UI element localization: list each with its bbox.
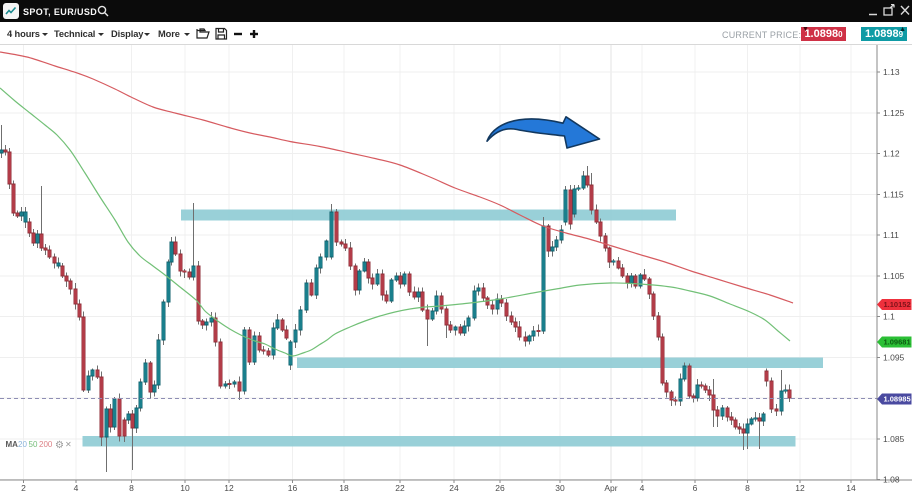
svg-text:26: 26 (495, 483, 505, 493)
svg-text:12: 12 (224, 483, 234, 493)
svg-text:14: 14 (846, 483, 856, 493)
svg-text:1.085: 1.085 (883, 434, 905, 444)
svg-text:24: 24 (449, 483, 459, 493)
svg-text:1.09681: 1.09681 (884, 338, 911, 347)
svg-text:50: 50 (29, 440, 38, 449)
svg-text:⚙: ⚙ (55, 440, 64, 451)
svg-text:1.08985: 1.08985 (884, 395, 911, 404)
svg-text:✕: ✕ (65, 440, 72, 449)
svg-text:22: 22 (395, 483, 405, 493)
svg-text:6: 6 (693, 483, 698, 493)
svg-text:2: 2 (21, 483, 26, 493)
svg-text:1.125: 1.125 (883, 108, 905, 118)
svg-text:1.095: 1.095 (883, 352, 905, 362)
svg-text:1.115: 1.115 (883, 190, 904, 200)
svg-text:4: 4 (74, 483, 79, 493)
svg-text:16: 16 (288, 483, 298, 493)
svg-text:8: 8 (745, 483, 750, 493)
svg-text:1.08: 1.08 (883, 475, 900, 485)
svg-text:1.11: 1.11 (883, 230, 899, 240)
svg-text:30: 30 (555, 483, 565, 493)
svg-text:200: 200 (39, 440, 53, 449)
svg-text:18: 18 (339, 483, 349, 493)
svg-text:8: 8 (129, 483, 134, 493)
svg-text:Apr: Apr (604, 483, 617, 493)
svg-text:12: 12 (795, 483, 805, 493)
svg-text:4: 4 (640, 483, 645, 493)
svg-text:1.12: 1.12 (883, 149, 900, 159)
svg-text:1.105: 1.105 (883, 271, 905, 281)
svg-text:1.1: 1.1 (883, 312, 895, 322)
svg-text:1.13: 1.13 (883, 67, 900, 77)
svg-text:MA: MA (6, 440, 19, 449)
svg-text:20: 20 (18, 440, 27, 449)
svg-text:1.10152: 1.10152 (884, 300, 911, 309)
svg-text:10: 10 (180, 483, 190, 493)
